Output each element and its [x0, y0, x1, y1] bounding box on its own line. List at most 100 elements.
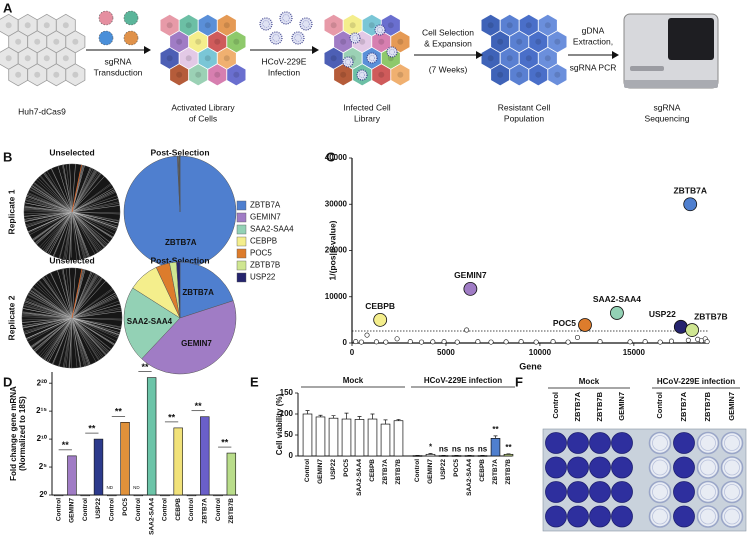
gene-point-background	[373, 339, 379, 345]
well	[611, 432, 633, 454]
library-slice-edge	[68, 211, 73, 260]
y-tick-label: 2²⁰	[37, 378, 48, 387]
gene-point-background	[383, 339, 389, 345]
library-slice-edge	[28, 211, 73, 232]
significance-label: **	[141, 362, 149, 372]
library-slice-edge	[22, 308, 73, 319]
library-slice-edge	[32, 211, 73, 241]
cell-nucleus	[176, 71, 183, 78]
bar	[302, 413, 313, 457]
legend-swatch	[236, 212, 247, 223]
significance-label: **	[505, 443, 512, 452]
virus-core	[368, 54, 376, 62]
step-label: sgRNA	[105, 56, 132, 66]
library-slice-edge	[71, 317, 122, 328]
cell-nucleus	[15, 38, 22, 45]
cell-nucleus	[340, 38, 347, 45]
panel-letter: E	[250, 374, 259, 389]
panel-letter: F	[515, 374, 523, 389]
well-ring	[724, 508, 740, 525]
pie-slice	[123, 287, 181, 360]
x-tick-label: 15000	[623, 348, 646, 357]
library-slice-edge	[62, 164, 73, 213]
library-slice-edge	[39, 176, 73, 213]
virus	[374, 24, 386, 36]
pie-slice	[176, 261, 181, 319]
bar	[80, 494, 90, 497]
virus-core	[302, 20, 310, 28]
library-slice-edge	[71, 195, 118, 213]
library-slice-edge	[71, 171, 98, 213]
bar	[93, 438, 104, 496]
bar	[315, 416, 326, 457]
cell-nucleus	[233, 71, 240, 78]
library-slice-edge	[58, 317, 73, 367]
cell-nucleus	[233, 38, 240, 45]
library-slice-edge	[27, 294, 73, 319]
well	[589, 505, 611, 528]
column-label: GEMIN7	[617, 392, 626, 421]
cell	[226, 63, 247, 87]
gene-point-background	[503, 339, 509, 345]
library-slice-edge	[71, 317, 122, 320]
virus	[291, 31, 305, 45]
library-slice-edge	[65, 317, 73, 368]
x-tick-label: Control	[109, 498, 116, 521]
library-slice-edge	[69, 164, 73, 213]
library-slice-edge	[71, 317, 73, 368]
gene-point-background	[488, 339, 494, 345]
bar	[160, 494, 170, 497]
library-slice-edge	[71, 294, 117, 319]
significance-label: ns	[478, 444, 488, 453]
virus	[259, 17, 273, 31]
gene-point-background	[394, 336, 400, 342]
gene-point	[685, 323, 699, 337]
library-slice-edge	[71, 317, 78, 368]
library-slice-edge	[71, 317, 108, 354]
x-tick-label: GEMIN7	[427, 459, 434, 484]
bar	[53, 494, 64, 497]
library-slice-edge	[44, 211, 73, 252]
library-slice-edge	[71, 317, 82, 368]
library-slice-edge	[71, 168, 92, 213]
well	[589, 432, 611, 454]
x-tick-label: 5000	[437, 348, 455, 357]
well	[567, 456, 589, 479]
library-slice-edge	[71, 288, 113, 319]
library-slice-edge	[37, 177, 73, 213]
y-axis-label: Cell viability (%)	[275, 393, 284, 455]
library-slice-edge	[44, 317, 73, 361]
library-slice-edge	[47, 211, 73, 254]
library-slice-edge	[41, 211, 73, 249]
library-slice-edge	[71, 211, 113, 238]
library-slice-edge	[23, 317, 73, 332]
x-tick-label: 10000	[529, 348, 552, 357]
library-slice-edge	[26, 211, 73, 227]
cell-nucleus	[5, 22, 12, 29]
bar	[367, 418, 378, 457]
cell	[390, 63, 411, 87]
gene-point-background	[464, 327, 470, 333]
library-slice-edge	[71, 317, 118, 339]
library-slice-edge	[71, 211, 90, 257]
cell-nucleus	[223, 22, 230, 29]
library-slice-edge	[71, 317, 107, 355]
library-slice-edge	[26, 297, 73, 319]
library-slice-edge	[71, 277, 103, 319]
library-slice-edge	[31, 317, 73, 349]
legend-label: POC5	[250, 249, 272, 258]
virus-core	[272, 34, 280, 42]
library-slice-edge	[71, 211, 105, 248]
significance-label: **	[492, 425, 499, 434]
x-axis-label: Gene	[519, 361, 542, 371]
library-slice-edge	[71, 275, 99, 319]
library-slice-edge	[43, 173, 73, 213]
bar	[341, 418, 352, 457]
library-slice-edge	[71, 211, 102, 251]
bar	[146, 377, 157, 496]
library-slice-edge	[71, 176, 105, 213]
library-slice-edge	[24, 303, 73, 319]
point-label: GEMIN7	[454, 270, 487, 280]
library-slice-edge	[71, 211, 100, 252]
